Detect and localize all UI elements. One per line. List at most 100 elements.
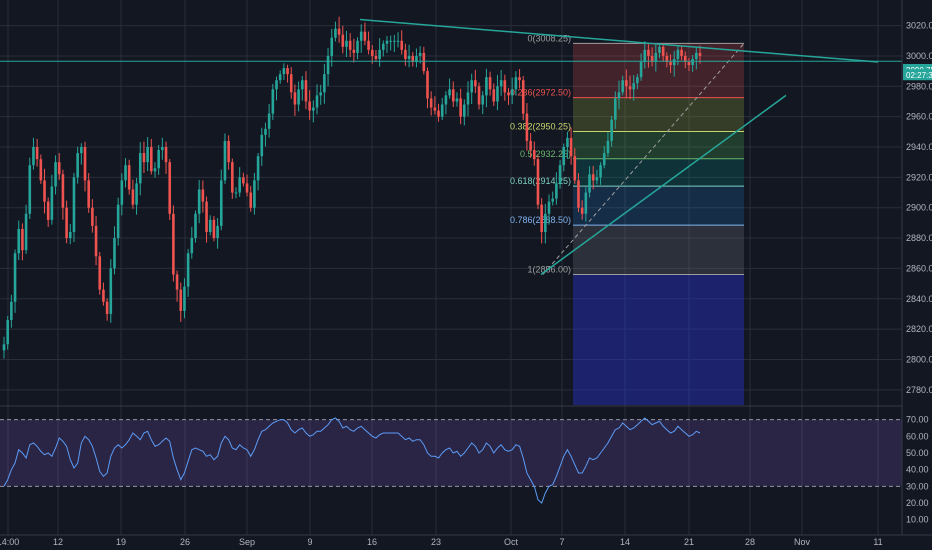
candle-body bbox=[348, 40, 352, 50]
candle-body bbox=[367, 40, 370, 50]
candle-body bbox=[127, 165, 131, 190]
candle-body bbox=[440, 104, 444, 117]
candle-body bbox=[396, 40, 400, 42]
trendlines[interactable] bbox=[0, 18, 902, 276]
candle-body bbox=[293, 92, 297, 105]
candle-body bbox=[625, 80, 628, 87]
candle-body bbox=[231, 162, 234, 193]
candle-body bbox=[378, 49, 381, 59]
candle-body bbox=[323, 74, 326, 93]
candle-body bbox=[120, 180, 124, 205]
candle-body bbox=[267, 113, 271, 129]
candle-body bbox=[411, 55, 415, 63]
candle-body bbox=[219, 180, 223, 226]
candle-body bbox=[227, 140, 230, 163]
candle-body bbox=[463, 104, 466, 117]
price-axis-background bbox=[902, 0, 932, 550]
candle-body bbox=[385, 40, 389, 44]
fib-retracement[interactable]: 0(3008.25) 0.236(2972.50) 0.382(2950.25) 0.… bbox=[510, 33, 745, 405]
price-tick-label: 2800.00 bbox=[906, 354, 932, 364]
candle-body bbox=[363, 31, 367, 41]
candle-body bbox=[599, 165, 602, 178]
candle-body bbox=[356, 40, 359, 53]
candle-body bbox=[529, 140, 532, 151]
candle-body bbox=[94, 225, 98, 257]
price-tick-label: 2820.00 bbox=[906, 324, 932, 334]
candle-body bbox=[687, 62, 691, 66]
candle-body bbox=[183, 286, 186, 311]
price-tick-label: 2780.00 bbox=[906, 385, 932, 395]
fib-diagonal bbox=[542, 43, 745, 275]
rsi-tick-label: 70.00 bbox=[906, 415, 929, 425]
candle-body bbox=[312, 107, 315, 111]
candle-body bbox=[57, 162, 61, 175]
candle-body bbox=[577, 180, 580, 208]
rsi-line bbox=[3, 417, 701, 504]
candle-body bbox=[532, 150, 536, 160]
candle-body bbox=[308, 101, 311, 111]
candle-body bbox=[113, 238, 116, 269]
candle-body bbox=[234, 192, 238, 194]
candle-body bbox=[249, 192, 253, 208]
candle-body bbox=[404, 49, 407, 59]
candle-body bbox=[536, 159, 540, 205]
candle-body bbox=[374, 55, 378, 59]
candle-body bbox=[150, 147, 153, 172]
candle-body bbox=[46, 201, 50, 220]
candle-body bbox=[514, 77, 518, 90]
candle-body bbox=[223, 140, 227, 181]
candle-body bbox=[91, 207, 94, 226]
candle-body bbox=[146, 147, 149, 163]
rsi-band-fill bbox=[0, 419, 902, 487]
candle-body bbox=[455, 98, 459, 102]
price-tick-label: 3020.00 bbox=[906, 21, 932, 31]
candle-body bbox=[448, 89, 451, 96]
candle-body bbox=[83, 147, 87, 181]
candle-body bbox=[451, 89, 455, 102]
candle-body bbox=[61, 174, 65, 208]
candle-body bbox=[665, 55, 669, 63]
candle-body bbox=[407, 55, 411, 59]
rsi-tick-label: 10.00 bbox=[906, 515, 929, 525]
candle-body bbox=[429, 98, 433, 108]
time-tick-label: 16 bbox=[367, 537, 377, 547]
candle-body bbox=[161, 147, 164, 151]
candle-body bbox=[540, 204, 543, 232]
candle-body bbox=[444, 95, 448, 105]
candle-body bbox=[610, 119, 613, 141]
candle-body bbox=[352, 49, 356, 53]
candle-body bbox=[566, 137, 569, 147]
candle-body bbox=[669, 62, 672, 66]
price-axis[interactable]: 3020.00 3000.00 2980.00 2960.00 2940.00 2920.… bbox=[901, 0, 932, 550]
candle-body bbox=[135, 183, 138, 205]
candle-body bbox=[186, 253, 190, 287]
candle-body bbox=[418, 52, 422, 56]
time-tick-label: 9 bbox=[307, 537, 312, 547]
fib-level-label: 0(3008.25) bbox=[527, 33, 571, 43]
candle-body bbox=[341, 34, 345, 47]
candle-body bbox=[304, 80, 308, 102]
candle-body bbox=[238, 177, 241, 193]
time-axis[interactable]: 14:00 12 19 26 Sep 9 16 23 Oct 7 14 21 28 Nov 11 bbox=[0, 534, 932, 550]
candle-body bbox=[201, 189, 205, 202]
candle-body bbox=[558, 165, 562, 184]
candle-body bbox=[164, 147, 168, 163]
candle-body bbox=[205, 201, 208, 232]
candle-body bbox=[503, 80, 507, 93]
candle-body bbox=[80, 147, 83, 154]
candle-body bbox=[98, 256, 102, 290]
rsi-tick-label: 50.00 bbox=[906, 448, 929, 458]
lower-trendline bbox=[540, 94, 787, 276]
candle-body bbox=[389, 40, 392, 42]
candle-body bbox=[499, 80, 503, 87]
candle-body bbox=[253, 180, 256, 208]
candle-body bbox=[680, 49, 683, 56]
candle-body bbox=[547, 201, 551, 214]
candle-body bbox=[337, 28, 341, 35]
candle-body bbox=[488, 77, 492, 90]
time-tick-label: 23 bbox=[431, 537, 441, 547]
candle-body bbox=[197, 189, 201, 214]
time-tick-label: Oct bbox=[504, 537, 519, 547]
